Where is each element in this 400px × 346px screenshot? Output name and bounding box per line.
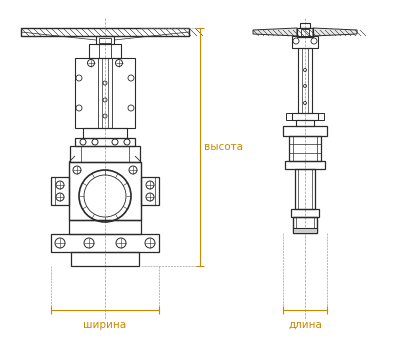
Text: длина: длина — [288, 320, 322, 330]
Bar — [292, 113, 318, 120]
Bar — [296, 120, 314, 126]
Bar — [75, 138, 135, 146]
Bar — [99, 44, 111, 58]
Bar — [283, 126, 327, 136]
Text: высота: высота — [204, 142, 243, 152]
Bar — [75, 58, 135, 128]
Bar — [141, 177, 159, 205]
Bar — [98, 58, 112, 128]
Bar — [96, 36, 114, 44]
Bar — [291, 209, 319, 217]
Bar — [83, 128, 127, 138]
Bar — [51, 234, 159, 252]
Bar — [51, 177, 69, 205]
Bar — [69, 162, 141, 220]
Polygon shape — [313, 28, 357, 36]
Bar — [300, 23, 310, 28]
Polygon shape — [253, 28, 297, 36]
Text: ширина: ширина — [84, 320, 126, 330]
Bar — [318, 113, 324, 120]
Bar — [298, 48, 312, 113]
Bar — [99, 38, 111, 43]
Bar — [297, 28, 313, 37]
Bar — [69, 220, 141, 234]
Bar — [292, 36, 318, 48]
Bar — [295, 169, 315, 209]
Bar — [70, 146, 140, 162]
Bar — [286, 113, 292, 120]
Bar — [21, 28, 189, 36]
Bar — [89, 44, 121, 58]
Bar — [71, 252, 139, 266]
Bar — [285, 161, 325, 169]
Bar — [289, 136, 321, 161]
Bar — [294, 229, 316, 233]
Bar — [293, 217, 317, 233]
Bar — [301, 29, 309, 36]
